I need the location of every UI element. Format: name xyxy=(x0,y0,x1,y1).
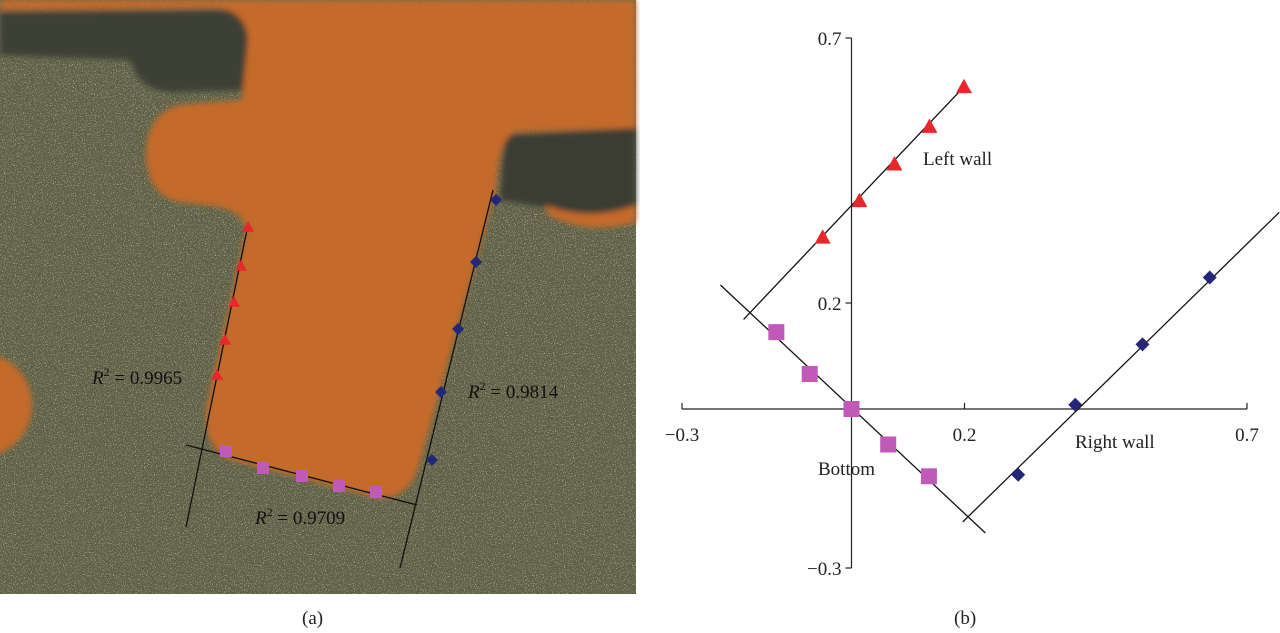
copper-right-lip xyxy=(545,205,636,228)
point-left-wall xyxy=(886,156,903,171)
x-tick-label: 0.2 xyxy=(953,425,977,446)
photo-point-left-wall xyxy=(228,296,240,307)
photo-point-right-wall xyxy=(470,256,482,268)
point-left-wall xyxy=(921,118,938,133)
series-label-bottom: Bottom xyxy=(818,459,875,480)
point-right-wall xyxy=(1202,270,1217,285)
point-right-wall xyxy=(1135,337,1150,352)
micrograph-photo: R2 = 0.9965 R2 = 0.9814 R2 = 0.9709 xyxy=(0,0,636,594)
point-bottom xyxy=(843,401,860,417)
point-right-wall xyxy=(1011,467,1026,482)
r2-label-bottom: R2 = 0.9709 xyxy=(254,505,345,529)
photo-point-bottom xyxy=(257,462,269,474)
photo-point-bottom xyxy=(333,480,345,492)
series-label-left-wall: Left wall xyxy=(923,149,992,170)
photo-point-bottom xyxy=(296,470,308,482)
photo-point-bottom xyxy=(370,486,382,498)
r2-label-left: R2 = 0.9965 xyxy=(91,365,182,389)
r2-label-right: R2 = 0.9814 xyxy=(467,379,559,403)
dark-region-top-left xyxy=(0,10,249,93)
point-left-wall xyxy=(814,229,831,244)
point-bottom xyxy=(768,324,785,341)
point-bottom xyxy=(920,468,937,485)
dark-region-right xyxy=(500,128,636,219)
photo-point-left-wall xyxy=(242,221,254,232)
fit-line-right-wall xyxy=(962,211,1280,523)
copper-pad-left xyxy=(0,357,32,453)
x-tick-label: 0.7 xyxy=(1235,425,1259,446)
photo-point-left-wall xyxy=(211,369,223,380)
point-left-wall xyxy=(955,78,972,94)
caption-a: (a) xyxy=(302,608,324,629)
fit-line-right-wall xyxy=(399,189,494,569)
point-right-wall xyxy=(1068,397,1083,412)
y-tick-label: −0.3 xyxy=(807,559,841,580)
x-tick-label: −0.3 xyxy=(665,425,699,446)
point-bottom xyxy=(880,436,897,453)
photo-point-right-wall xyxy=(435,386,447,398)
photo-point-bottom xyxy=(220,445,232,457)
photo-point-right-wall xyxy=(490,194,502,206)
y-tick-label: 0.7 xyxy=(818,29,842,50)
photo-point-right-wall xyxy=(426,454,438,466)
wall-profile-chart: −0.3 0.2 0.7 0.7 0.2 −0.3 Left wall Bottom Ri… xyxy=(665,29,1280,580)
y-tick-label: 0.2 xyxy=(818,294,842,315)
photo-point-left-wall xyxy=(235,260,247,271)
photo-point-right-wall xyxy=(452,323,464,335)
series-label-right-wall: Right wall xyxy=(1075,432,1155,453)
copper-trace xyxy=(0,0,636,499)
point-left-wall xyxy=(851,192,868,208)
photo-point-left-wall xyxy=(219,334,231,345)
point-bottom xyxy=(801,366,818,383)
caption-b: (b) xyxy=(954,608,977,629)
